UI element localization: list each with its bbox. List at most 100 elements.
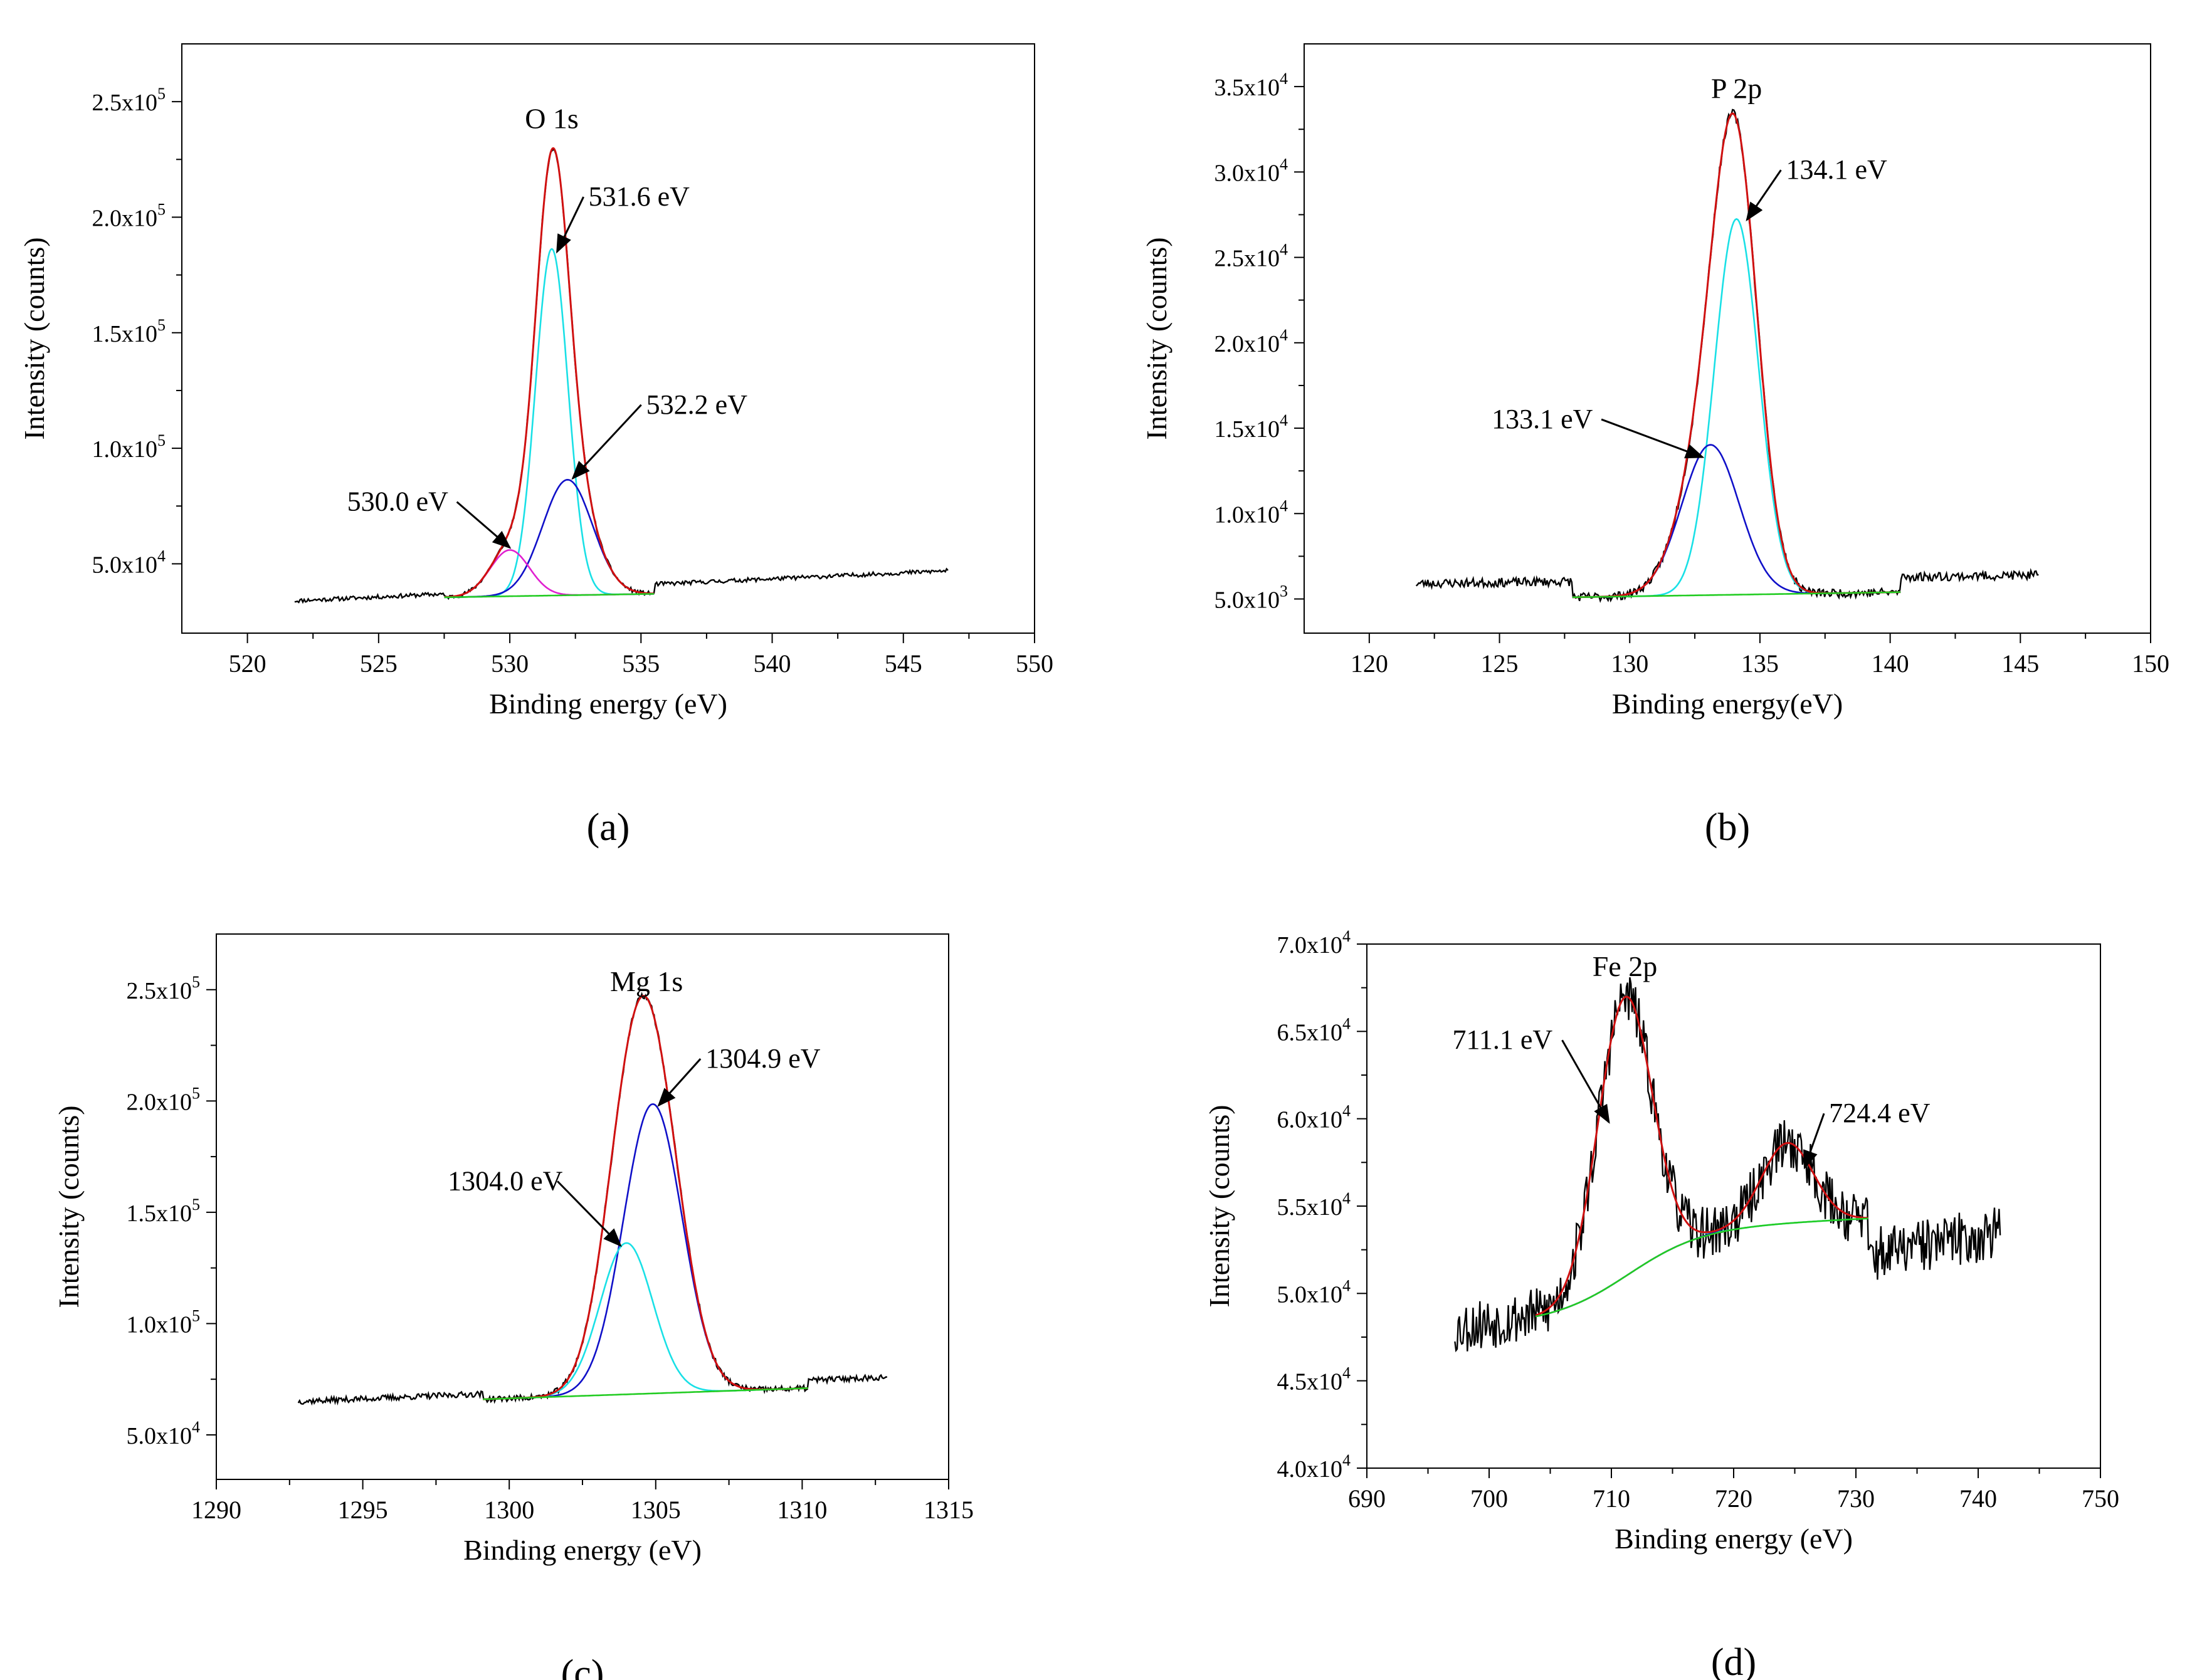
peak-annotation-label: 724.4 eV xyxy=(1829,1098,1931,1128)
y-tick-mantissa: 1.0x10 xyxy=(1214,501,1280,528)
background-line xyxy=(483,1387,808,1400)
y-tick-exponent: 5 xyxy=(157,85,166,103)
x-tick-label: 520 xyxy=(229,649,266,678)
y-tick-exponent: 4 xyxy=(1342,1189,1351,1207)
y-tick-exponent: 4 xyxy=(1342,1102,1351,1120)
x-tick-label: 125 xyxy=(1481,649,1519,678)
component-peak-0 xyxy=(483,1103,808,1400)
y-tick-label: 4.5x104 xyxy=(1277,1364,1351,1395)
panel-c: 1290 1295 1300 1305 1310 13155.0x1041.0x1051.… xyxy=(53,933,974,1680)
y-tick-mantissa: 1.5x10 xyxy=(127,1200,192,1227)
y-tick-mantissa: 5.0x10 xyxy=(92,552,158,578)
x-tick-label: 120 xyxy=(1351,649,1388,678)
x-tick-label: 730 xyxy=(1837,1484,1875,1513)
y-tick-mantissa: 2.5x10 xyxy=(92,90,158,116)
y-tick-exponent: 4 xyxy=(192,1418,200,1436)
x-tick-label: 145 xyxy=(2001,649,2039,678)
y-tick-label: 5.0x103 xyxy=(1214,582,1288,614)
y-tick-mantissa: 4.5x10 xyxy=(1277,1369,1343,1395)
x-tick-label: 130 xyxy=(1611,649,1648,678)
panel-label: (c) xyxy=(561,1652,604,1680)
y-tick-mantissa: 3.5x10 xyxy=(1214,75,1280,101)
y-tick-label: 5.0x104 xyxy=(127,1418,201,1449)
y-tick-label: 3.5x104 xyxy=(1214,70,1288,101)
component-peak-2 xyxy=(444,549,655,598)
y-tick-mantissa: 5.5x10 xyxy=(1277,1194,1343,1221)
peak-annotation-label: 134.1 eV xyxy=(1786,154,1887,185)
annotation-arrow xyxy=(1746,169,1782,222)
peak-annotation-label: 711.1 eV xyxy=(1453,1024,1553,1055)
y-tick-label: 5.0x104 xyxy=(92,547,166,578)
fit-envelope xyxy=(1572,112,1901,599)
y-tick-label: 6.0x104 xyxy=(1277,1102,1351,1133)
y-tick-mantissa: 4.0x10 xyxy=(1277,1456,1343,1483)
x-tick-label: 690 xyxy=(1348,1484,1386,1513)
x-tick-label: 550 xyxy=(1016,649,1053,678)
y-axis-label: Intensity (counts) xyxy=(18,237,50,439)
y-tick-mantissa: 5.0x10 xyxy=(1277,1281,1343,1308)
y-tick-exponent: 3 xyxy=(1280,582,1288,601)
component-peak-1 xyxy=(1572,444,1901,599)
y-tick-exponent: 5 xyxy=(192,1306,200,1325)
component-peak-1 xyxy=(1535,1142,1868,1318)
y-axis-label: Intensity (counts) xyxy=(53,1105,85,1308)
y-tick-label: 1.0x105 xyxy=(127,1306,201,1338)
x-tick-label: 1305 xyxy=(631,1496,681,1524)
y-tick-mantissa: 2.0x10 xyxy=(127,1089,192,1115)
annotation-arrow xyxy=(1561,1039,1610,1124)
x-tick-label: 1300 xyxy=(484,1496,534,1524)
y-tick-exponent: 5 xyxy=(192,1084,200,1102)
component-peak-0 xyxy=(1572,218,1901,599)
background-line xyxy=(1572,591,1901,599)
y-tick-exponent: 4 xyxy=(1342,1451,1351,1469)
x-tick-label: 740 xyxy=(1959,1484,1997,1513)
component-peak-1 xyxy=(444,478,655,599)
x-tick-label: 535 xyxy=(622,649,660,678)
x-tick-label: 750 xyxy=(2082,1484,2119,1513)
annotation-arrow xyxy=(557,1180,622,1247)
y-tick-exponent: 4 xyxy=(1280,241,1288,259)
panel-d: 690 700 710 720 730 740 7504.0x1044.5x1045.0x1… xyxy=(1203,927,2119,1680)
background-line xyxy=(444,593,655,599)
y-tick-label: 5.5x104 xyxy=(1277,1189,1351,1221)
raw-spectrum xyxy=(294,148,949,604)
annotation-arrow xyxy=(571,404,642,480)
spectrum-title: Mg 1s xyxy=(610,965,683,997)
component-peak-0 xyxy=(444,248,655,599)
y-tick-mantissa: 1.0x10 xyxy=(92,436,158,463)
plot-frame xyxy=(181,43,1035,634)
y-tick-exponent: 5 xyxy=(157,316,166,334)
y-tick-label: 2.0x104 xyxy=(1214,326,1288,357)
peak-annotation-label: 532.2 eV xyxy=(646,389,748,420)
y-tick-exponent: 5 xyxy=(157,431,166,449)
y-tick-label: 1.0x104 xyxy=(1214,496,1288,528)
y-tick-mantissa: 1.5x10 xyxy=(1214,416,1280,443)
y-tick-mantissa: 5.0x10 xyxy=(1214,587,1280,614)
y-tick-label: 1.5x105 xyxy=(127,1195,201,1227)
x-tick-label: 525 xyxy=(360,649,398,678)
y-tick-exponent: 4 xyxy=(1280,70,1288,88)
x-tick-label: 140 xyxy=(1872,649,1909,678)
raw-spectrum xyxy=(1454,977,2001,1353)
panel-label: (b) xyxy=(1705,806,1750,849)
x-axis-label: Binding energy (eV) xyxy=(489,688,727,720)
x-tick-label: 150 xyxy=(2132,649,2169,678)
y-tick-label: 2.5x104 xyxy=(1214,241,1288,272)
x-tick-label: 1290 xyxy=(191,1496,241,1524)
x-tick-label: 545 xyxy=(885,649,922,678)
y-tick-label: 1.0x105 xyxy=(92,431,166,463)
y-tick-label: 3.0x104 xyxy=(1214,155,1288,186)
y-tick-exponent: 4 xyxy=(1342,927,1351,945)
y-tick-label: 2.0x105 xyxy=(127,1084,201,1115)
background-line xyxy=(1535,1217,1868,1318)
component-peak-1 xyxy=(483,1242,808,1400)
y-tick-mantissa: 6.5x10 xyxy=(1277,1019,1343,1046)
y-tick-mantissa: 1.5x10 xyxy=(92,321,158,347)
raw-spectrum xyxy=(1415,108,2039,603)
panel-label: (a) xyxy=(587,806,630,849)
x-tick-label: 135 xyxy=(1741,649,1779,678)
y-tick-label: 1.5x105 xyxy=(92,316,166,347)
peak-annotation-label: 531.6 eV xyxy=(589,181,690,212)
y-tick-exponent: 4 xyxy=(1342,1276,1351,1294)
